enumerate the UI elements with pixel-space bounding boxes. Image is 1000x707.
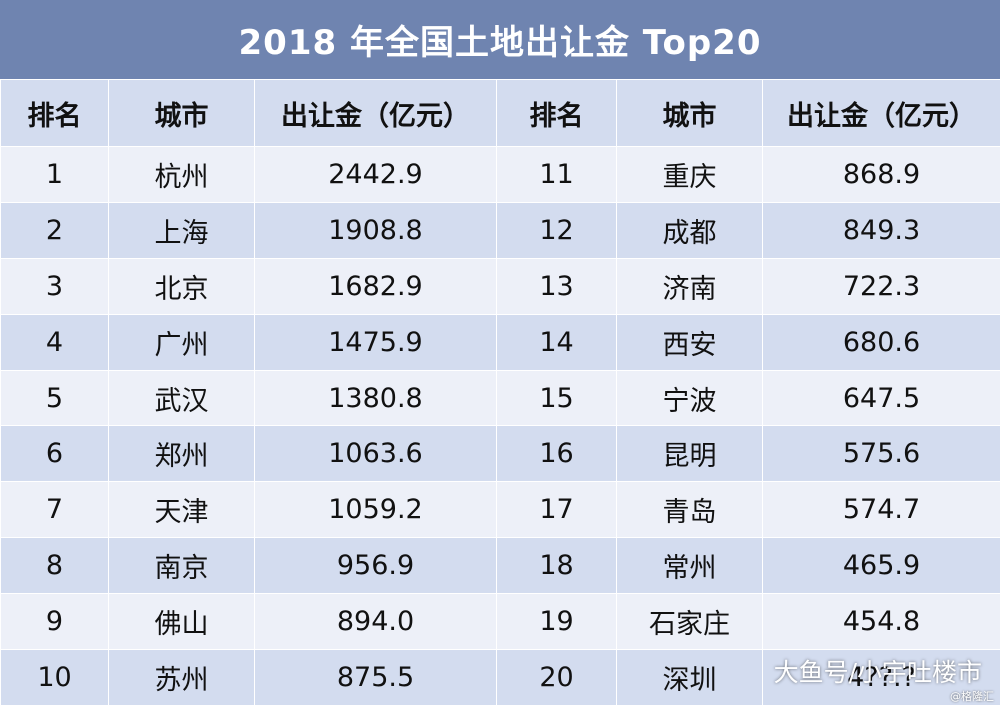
cell-city-right: 深圳: [616, 649, 763, 706]
cell-city-right: 西安: [616, 313, 763, 371]
cell-city-right: 常州: [616, 537, 763, 595]
cell-amount-left: 2442.9: [254, 146, 497, 203]
header-rank-right: 排名: [496, 79, 617, 147]
cell-rank-right: 15: [496, 369, 617, 427]
header-city-right: 城市: [616, 79, 763, 147]
header-rank-left: 排名: [0, 79, 109, 147]
cell-amount-left: 894.0: [254, 593, 497, 651]
cell-rank-right: 16: [496, 425, 617, 483]
cell-amount-right: 574.7: [762, 481, 1000, 539]
cell-city-right: 重庆: [616, 146, 763, 203]
cell-amount-right: 454.8: [762, 593, 1000, 651]
table-row: 4 广州 1475.9 14 西安 680.6: [0, 313, 1000, 371]
table-row: 2 上海 1908.8 12 成都 849.3: [0, 201, 1000, 259]
cell-amount-right: 4??.?: [762, 649, 1000, 706]
cell-city-left: 郑州: [108, 425, 255, 483]
cell-rank-right: 17: [496, 481, 617, 539]
table-row: 6 郑州 1063.6 16 昆明 575.6: [0, 425, 1000, 483]
cell-city-left: 杭州: [108, 146, 255, 203]
land-revenue-table: 排名 城市 出让金（亿元） 排名 城市 出让金（亿元） 1 杭州 2442.9 11 重…: [0, 79, 1000, 706]
table-row: 9 佛山 894.0 19 石家庄 454.8: [0, 593, 1000, 651]
cell-city-left: 上海: [108, 201, 255, 259]
cell-rank-right: 20: [496, 649, 617, 706]
header-amount-left: 出让金（亿元）: [254, 79, 497, 147]
cell-amount-right: 680.6: [762, 313, 1000, 371]
cell-city-right: 济南: [616, 257, 763, 315]
cell-amount-right: 868.9: [762, 146, 1000, 203]
table-row: 5 武汉 1380.8 15 宁波 647.5: [0, 369, 1000, 427]
cell-amount-right: 465.9: [762, 537, 1000, 595]
header-amount-right: 出让金（亿元）: [762, 79, 1000, 147]
cell-city-left: 广州: [108, 313, 255, 371]
cell-amount-right: 849.3: [762, 201, 1000, 259]
cell-amount-left: 1380.8: [254, 369, 497, 427]
cell-amount-left: 875.5: [254, 649, 497, 706]
cell-city-right: 成都: [616, 201, 763, 259]
cell-rank-left: 1: [0, 146, 109, 203]
cell-rank-left: 8: [0, 537, 109, 595]
cell-city-right: 昆明: [616, 425, 763, 483]
cell-rank-left: 9: [0, 593, 109, 651]
cell-amount-left: 1059.2: [254, 481, 497, 539]
cell-rank-left: 10: [0, 649, 109, 706]
cell-rank-right: 12: [496, 201, 617, 259]
cell-rank-left: 4: [0, 313, 109, 371]
cell-rank-right: 19: [496, 593, 617, 651]
watermark-source: @格隆汇: [950, 690, 994, 703]
cell-rank-right: 14: [496, 313, 617, 371]
cell-amount-right: 575.6: [762, 425, 1000, 483]
cell-city-left: 武汉: [108, 369, 255, 427]
cell-city-left: 南京: [108, 537, 255, 595]
table-row: 8 南京 956.9 18 常州 465.9: [0, 537, 1000, 595]
cell-city-right: 青岛: [616, 481, 763, 539]
cell-city-left: 北京: [108, 257, 255, 315]
cell-amount-right: 647.5: [762, 369, 1000, 427]
cell-amount-left: 1908.8: [254, 201, 497, 259]
cell-rank-left: 6: [0, 425, 109, 483]
watermark: 大鱼号/小宇吐楼市: [773, 658, 982, 687]
table-row: 7 天津 1059.2 17 青岛 574.7: [0, 481, 1000, 539]
cell-city-right: 石家庄: [616, 593, 763, 651]
header-row: 排名 城市 出让金（亿元） 排名 城市 出让金（亿元）: [0, 79, 1000, 147]
cell-city-right: 宁波: [616, 369, 763, 427]
cell-city-left: 天津: [108, 481, 255, 539]
header-city-left: 城市: [108, 79, 255, 147]
cell-amount-left: 1475.9: [254, 313, 497, 371]
cell-rank-left: 5: [0, 369, 109, 427]
cell-city-left: 苏州: [108, 649, 255, 706]
cell-rank-left: 2: [0, 201, 109, 259]
cell-rank-right: 11: [496, 146, 617, 203]
table-row: 1 杭州 2442.9 11 重庆 868.9: [0, 146, 1000, 203]
cell-amount-right: 722.3: [762, 257, 1000, 315]
cell-rank-right: 18: [496, 537, 617, 595]
cell-rank-right: 13: [496, 257, 617, 315]
cell-rank-left: 7: [0, 481, 109, 539]
table-row: 10 苏州 875.5 20 深圳 4??.?: [0, 649, 1000, 706]
cell-city-left: 佛山: [108, 593, 255, 651]
cell-amount-left: 1063.6: [254, 425, 497, 483]
cell-rank-left: 3: [0, 257, 109, 315]
cell-amount-left: 1682.9: [254, 257, 497, 315]
table-title: 2018 年全国土地出让金 Top20: [0, 0, 1000, 79]
table-row: 3 北京 1682.9 13 济南 722.3: [0, 257, 1000, 315]
cell-amount-left: 956.9: [254, 537, 497, 595]
